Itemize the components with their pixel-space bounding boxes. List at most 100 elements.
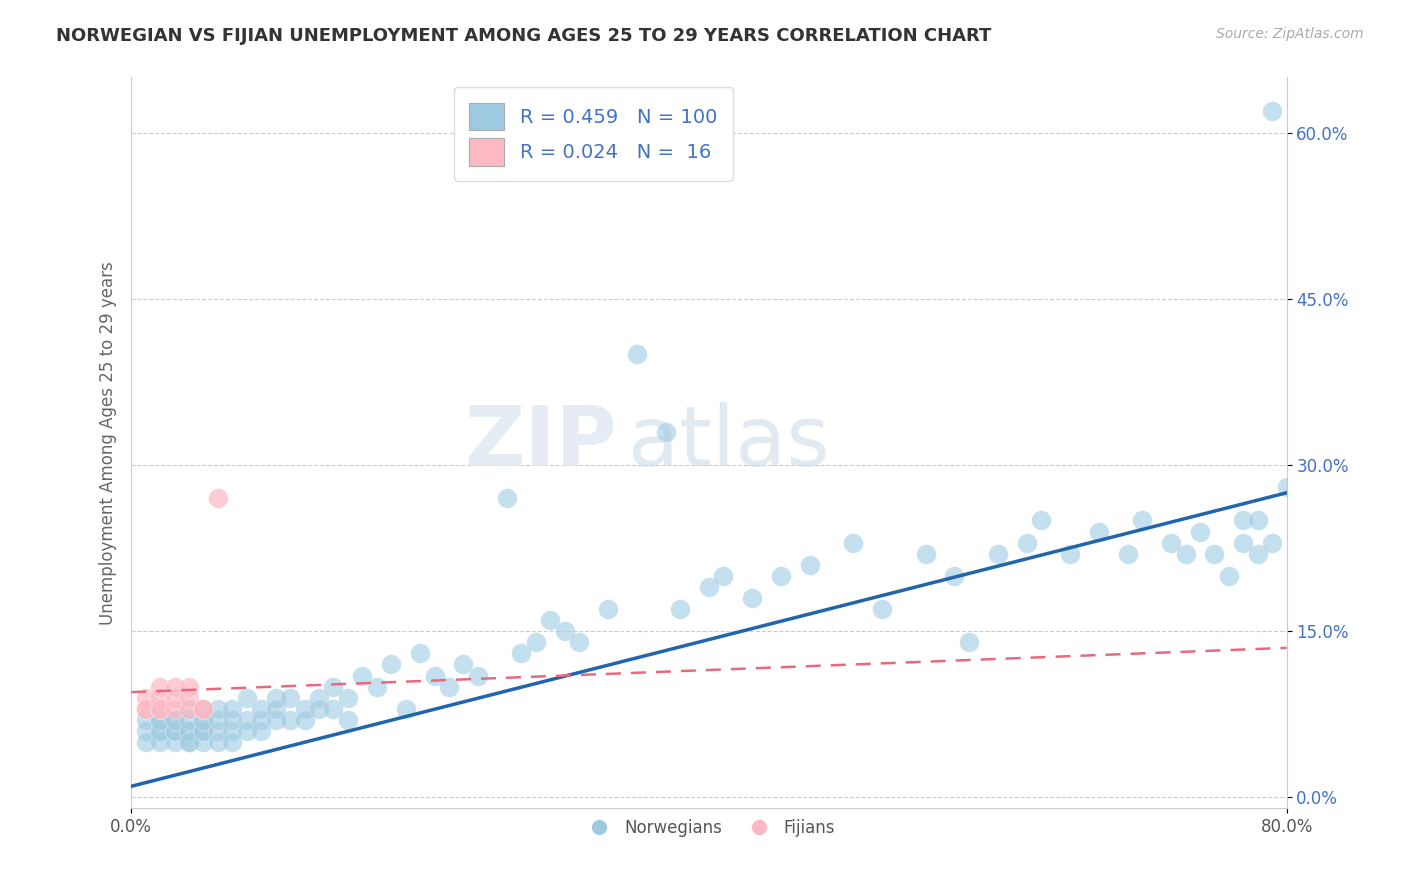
Point xyxy=(799,558,821,572)
Point xyxy=(711,569,734,583)
Point xyxy=(149,713,172,727)
Point xyxy=(135,723,157,738)
Point xyxy=(1160,535,1182,549)
Point xyxy=(943,569,966,583)
Point xyxy=(1188,524,1211,539)
Point xyxy=(193,702,215,716)
Point xyxy=(177,702,200,716)
Point xyxy=(163,713,186,727)
Point xyxy=(177,680,200,694)
Point xyxy=(669,602,692,616)
Point xyxy=(250,723,273,738)
Point xyxy=(236,713,259,727)
Point xyxy=(135,735,157,749)
Point xyxy=(135,713,157,727)
Point xyxy=(741,591,763,605)
Point xyxy=(207,713,229,727)
Point xyxy=(221,723,243,738)
Point xyxy=(135,702,157,716)
Point xyxy=(770,569,793,583)
Point xyxy=(1247,513,1270,527)
Point xyxy=(423,668,446,682)
Point xyxy=(1232,513,1254,527)
Point xyxy=(163,680,186,694)
Point xyxy=(697,580,720,594)
Point xyxy=(149,702,172,716)
Point xyxy=(207,491,229,506)
Point xyxy=(453,657,475,672)
Point xyxy=(596,602,619,616)
Point xyxy=(207,702,229,716)
Point xyxy=(149,723,172,738)
Point xyxy=(264,713,287,727)
Point xyxy=(626,347,648,361)
Point xyxy=(395,702,418,716)
Point xyxy=(193,735,215,749)
Point xyxy=(221,713,243,727)
Point xyxy=(1261,535,1284,549)
Point xyxy=(1088,524,1111,539)
Point xyxy=(149,723,172,738)
Point xyxy=(1015,535,1038,549)
Point xyxy=(163,723,186,738)
Point xyxy=(163,735,186,749)
Point xyxy=(322,680,344,694)
Point xyxy=(278,690,301,705)
Point xyxy=(654,425,676,439)
Point xyxy=(1059,547,1081,561)
Point xyxy=(467,668,489,682)
Point xyxy=(135,702,157,716)
Point xyxy=(264,702,287,716)
Point xyxy=(207,735,229,749)
Point xyxy=(177,735,200,749)
Point xyxy=(163,702,186,716)
Point xyxy=(177,690,200,705)
Point xyxy=(553,624,575,639)
Point xyxy=(380,657,402,672)
Point xyxy=(1247,547,1270,561)
Point xyxy=(264,690,287,705)
Point xyxy=(336,690,359,705)
Point xyxy=(207,723,229,738)
Text: Source: ZipAtlas.com: Source: ZipAtlas.com xyxy=(1216,27,1364,41)
Point xyxy=(1218,569,1240,583)
Point xyxy=(177,723,200,738)
Point xyxy=(510,646,533,660)
Point xyxy=(163,713,186,727)
Point xyxy=(135,690,157,705)
Point xyxy=(1275,480,1298,494)
Point xyxy=(149,735,172,749)
Point xyxy=(250,702,273,716)
Point xyxy=(842,535,865,549)
Point xyxy=(336,713,359,727)
Point xyxy=(221,702,243,716)
Point xyxy=(1204,547,1226,561)
Point xyxy=(1029,513,1052,527)
Point xyxy=(568,635,591,649)
Point xyxy=(322,702,344,716)
Point xyxy=(495,491,517,506)
Point xyxy=(538,613,561,627)
Point xyxy=(294,713,316,727)
Point xyxy=(149,713,172,727)
Point xyxy=(177,735,200,749)
Point xyxy=(193,713,215,727)
Point xyxy=(193,723,215,738)
Point xyxy=(278,713,301,727)
Point xyxy=(437,680,460,694)
Point xyxy=(236,723,259,738)
Point xyxy=(524,635,547,649)
Point xyxy=(1232,535,1254,549)
Point xyxy=(1130,513,1153,527)
Legend: Norwegians, Fijians: Norwegians, Fijians xyxy=(576,813,842,844)
Text: ZIP: ZIP xyxy=(464,402,616,483)
Point xyxy=(149,702,172,716)
Point xyxy=(193,702,215,716)
Point xyxy=(177,713,200,727)
Point xyxy=(193,702,215,716)
Text: NORWEGIAN VS FIJIAN UNEMPLOYMENT AMONG AGES 25 TO 29 YEARS CORRELATION CHART: NORWEGIAN VS FIJIAN UNEMPLOYMENT AMONG A… xyxy=(56,27,991,45)
Point xyxy=(236,690,259,705)
Point xyxy=(870,602,893,616)
Point xyxy=(1261,103,1284,118)
Point xyxy=(294,702,316,716)
